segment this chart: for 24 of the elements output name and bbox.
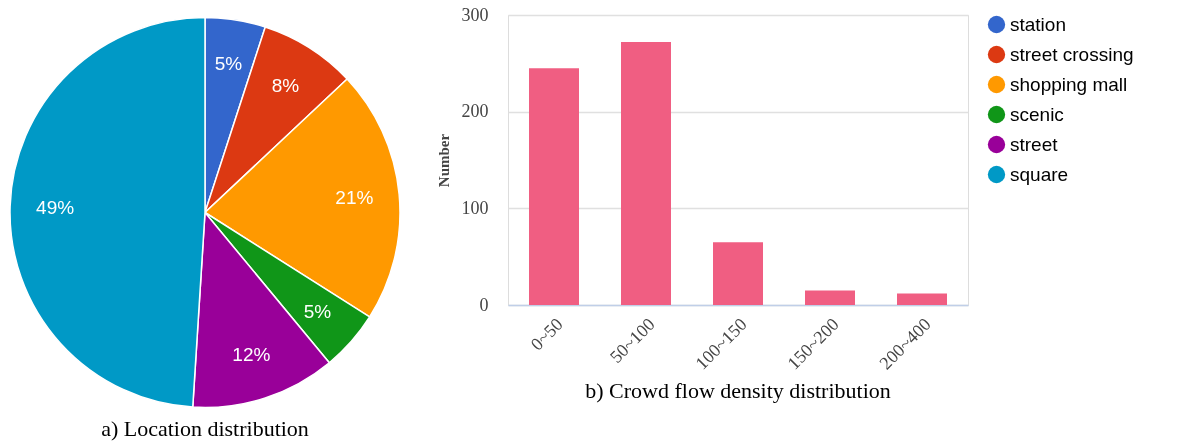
y-tick-label: 300 <box>461 4 489 25</box>
data-label: 8% <box>271 74 300 96</box>
y-tick-label: 0 <box>479 294 489 315</box>
bar <box>713 242 763 305</box>
data-label: 21% <box>335 187 374 209</box>
y-tick-label: 100 <box>461 197 489 218</box>
bar <box>529 68 579 305</box>
data-label: 5% <box>303 300 332 322</box>
legend-label: station <box>1010 13 1066 35</box>
legend-label: scenic <box>1010 103 1064 125</box>
legend-label: square <box>1010 163 1069 185</box>
data-label: 49% <box>36 196 75 218</box>
text: b) Crowd flow density distribution <box>585 377 891 403</box>
bar <box>621 42 671 305</box>
text: a) Location distribution <box>101 415 309 441</box>
data-label: 5% <box>214 53 243 75</box>
y-tick-label: 200 <box>461 101 489 122</box>
bar <box>897 293 947 305</box>
y-axis-title: Number <box>435 133 452 188</box>
bar <box>805 290 855 305</box>
legend-label: street crossing <box>1010 43 1134 65</box>
legend-label: shopping mall <box>1010 73 1128 95</box>
data-label: 12% <box>232 344 271 366</box>
legend-label: street <box>1010 133 1059 155</box>
